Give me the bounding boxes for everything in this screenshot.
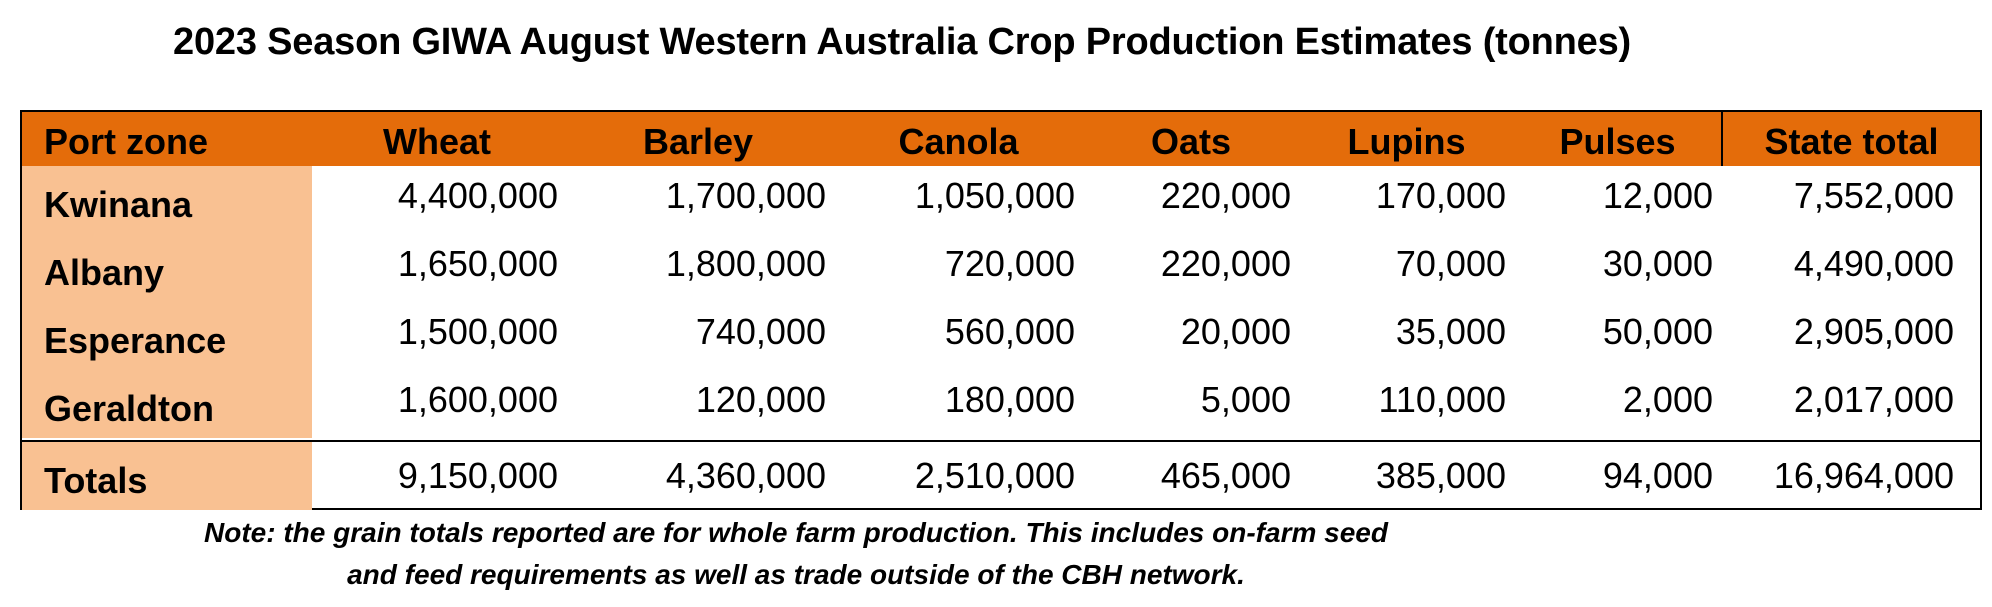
total-canola: 2,510,000	[914, 455, 1075, 496]
cell-oats: 220,000	[1160, 243, 1291, 284]
cell-wheat: 1,650,000	[397, 243, 558, 284]
cell-state-total: 2,017,000	[1793, 379, 1954, 420]
total-oats: 465,000	[1160, 455, 1291, 496]
cell-wheat: 4,400,000	[397, 175, 558, 216]
cell-canola: 180,000	[944, 379, 1075, 420]
cell-wheat: 1,500,000	[397, 311, 558, 352]
cell-barley: 1,700,000	[665, 175, 826, 216]
cell-wheat: 1,600,000	[397, 379, 558, 420]
cell-barley: 120,000	[695, 379, 826, 420]
cell-state-total: 4,490,000	[1793, 243, 1954, 284]
cell-lupins: 170,000	[1375, 175, 1506, 216]
header-oats: Oats	[1150, 121, 1232, 162]
totals-row: Totals 9,150,000 4,360,000 2,510,000 465…	[22, 440, 1980, 510]
header-canola: Canola	[898, 121, 1019, 162]
table-row: Esperance 1,500,000 740,000 560,000 20,0…	[22, 302, 1980, 370]
cell-pulses: 2,000	[1622, 379, 1713, 420]
header-port-zone: Port zone	[44, 121, 209, 162]
cell-pulses: 30,000	[1602, 243, 1713, 284]
table-row: Kwinana 4,400,000 1,700,000 1,050,000 22…	[22, 166, 1980, 234]
cell-lupins: 110,000	[1378, 379, 1506, 420]
cell-oats: 5,000	[1200, 379, 1291, 420]
total-barley: 4,360,000	[665, 455, 826, 496]
total-lupins: 385,000	[1375, 455, 1506, 496]
cell-oats: 20,000	[1180, 311, 1291, 352]
cell-state-total: 7,552,000	[1793, 175, 1954, 216]
cell-oats: 220,000	[1160, 175, 1291, 216]
page-title: 2023 Season GIWA August Western Australi…	[173, 21, 1631, 63]
table-row: Geraldton 1,600,000 120,000 180,000 5,00…	[22, 370, 1980, 438]
cell-pulses: 50,000	[1602, 311, 1713, 352]
header-lupins: Lupins	[1347, 121, 1466, 162]
footnote: Note: the grain totals reported are for …	[0, 512, 1592, 596]
cell-lupins: 70,000	[1395, 243, 1506, 284]
cell-barley: 740,000	[695, 311, 826, 352]
cell-barley: 1,800,000	[665, 243, 826, 284]
row-label: Esperance	[22, 302, 312, 370]
cell-state-total: 2,905,000	[1793, 311, 1954, 352]
row-label: Geraldton	[22, 370, 312, 438]
header-wheat: Wheat	[383, 121, 491, 162]
cell-canola: 1,050,000	[914, 175, 1075, 216]
header-pulses: Pulses	[1559, 121, 1676, 162]
footnote-line-1: Note: the grain totals reported are for …	[204, 517, 1388, 548]
table-row: Albany 1,650,000 1,800,000 720,000 220,0…	[22, 234, 1980, 302]
footnote-line-2: and feed requirements as well as trade o…	[347, 559, 1245, 590]
table-header-row: Port zone Wheat Barley Canola Oats Lupin…	[22, 112, 1980, 166]
cell-canola: 720,000	[944, 243, 1075, 284]
total-wheat: 9,150,000	[397, 455, 558, 496]
row-label: Albany	[22, 234, 312, 302]
total-pulses: 94,000	[1602, 455, 1713, 496]
cell-lupins: 35,000	[1395, 311, 1506, 352]
cell-canola: 560,000	[944, 311, 1075, 352]
header-barley: Barley	[642, 121, 754, 162]
cell-pulses: 12,000	[1602, 175, 1713, 216]
row-label: Kwinana	[22, 166, 312, 234]
header-state-total: State total	[1721, 112, 1980, 166]
total-state-total: 16,964,000	[1773, 455, 1954, 496]
totals-label: Totals	[22, 442, 312, 510]
crop-production-table: Port zone Wheat Barley Canola Oats Lupin…	[20, 110, 1982, 510]
